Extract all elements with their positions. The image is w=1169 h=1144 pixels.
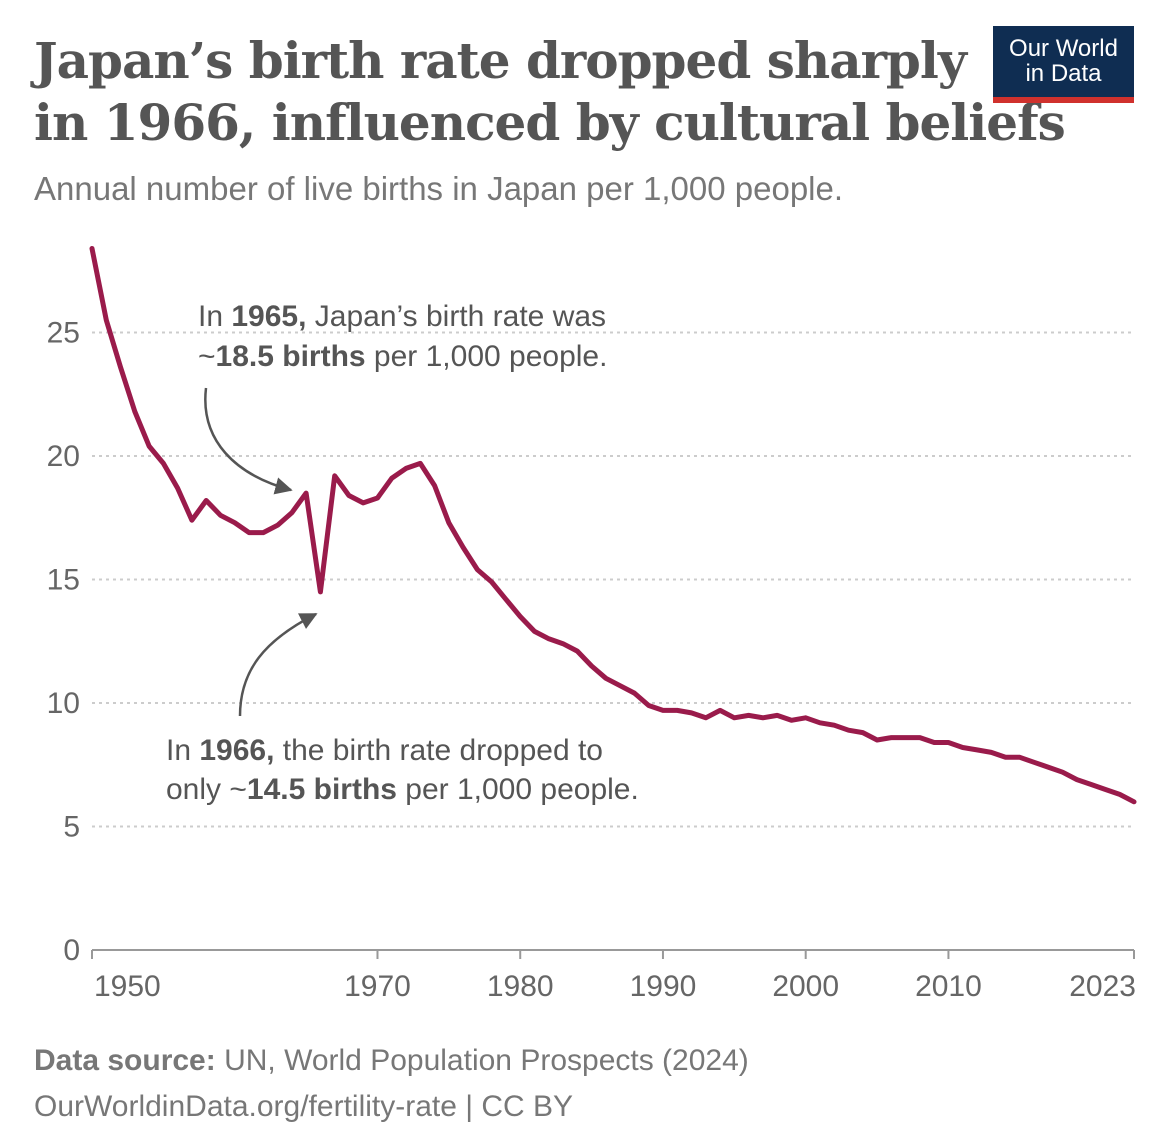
y-tick-label: 15	[47, 564, 80, 597]
annotation-1966-line-1: In 1966, the birth rate dropped to	[166, 734, 603, 767]
annotation-1965-line-2: ~18.5 births per 1,000 people.	[198, 340, 607, 373]
owid-logo[interactable]: Our World in Data	[993, 26, 1134, 103]
x-tick-label: 1990	[630, 970, 697, 1003]
x-tick-label: 2023	[1069, 970, 1136, 1003]
y-tick-label: 5	[63, 811, 80, 844]
y-tick-label: 25	[47, 317, 80, 350]
annotation-1966-arrow	[238, 612, 318, 717]
chart-subtitle: Annual number of live births in Japan pe…	[34, 170, 844, 207]
series-group	[89, 246, 1137, 805]
y-tick-label: 20	[47, 440, 80, 473]
y-tick-label: 0	[63, 934, 80, 967]
logo-line-2: in Data	[1025, 60, 1102, 87]
y-tick-label: 10	[47, 687, 80, 720]
grid-lines	[92, 331, 1134, 951]
x-tick-label: 2000	[772, 970, 839, 1003]
annotation-1965-line-1: In 1965, Japan’s birth rate was	[198, 300, 606, 333]
series-line-0	[89, 246, 1137, 805]
x-tick-label: 1950	[94, 970, 161, 1003]
source-url[interactable]: OurWorldinData.org/fertility-rate | CC B…	[34, 1090, 574, 1123]
data-source-text: UN, World Population Prospects (2024)	[215, 1044, 749, 1077]
x-tick-label: 2010	[915, 970, 982, 1003]
annotation-1965-arrow	[204, 387, 293, 495]
annotation-1966-line-2: only ~14.5 births per 1,000 people.	[166, 773, 639, 806]
logo-line-1: Our World	[1009, 35, 1118, 62]
y-axis-ticks: 0 5 10 15 20 25	[47, 317, 80, 968]
title-line-1: Japan’s birth rate dropped sharply	[34, 31, 967, 90]
data-source: Data source: UN, World Population Prospe…	[34, 1044, 749, 1078]
x-tick-label: 1980	[487, 970, 554, 1003]
title-line-2: in 1966, influenced by cultural beliefs	[34, 93, 1066, 152]
chart-title: Japan’s birth rate dropped sharply in 19…	[34, 30, 1066, 154]
x-axis-ticks: 1950 1970 1980 1990 2000 2010 2023	[91, 950, 1136, 1003]
x-tick-label: 1970	[344, 970, 411, 1003]
data-source-label: Data source:	[34, 1044, 216, 1077]
